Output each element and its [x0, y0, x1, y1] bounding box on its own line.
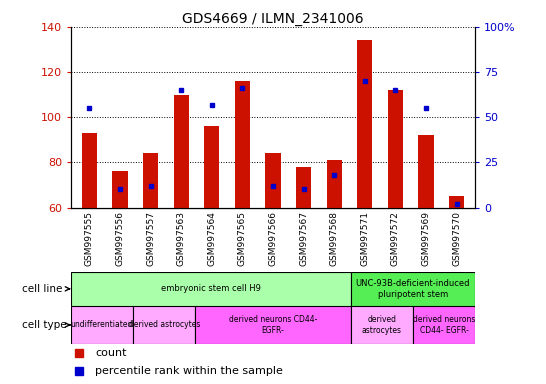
Text: derived
astrocytes: derived astrocytes [362, 315, 402, 335]
Text: GSM997572: GSM997572 [391, 211, 400, 266]
Bar [82, 133, 97, 207]
Bar [71, 306, 133, 344]
Text: derived neurons CD44-
EGFR-: derived neurons CD44- EGFR- [229, 315, 317, 335]
Bar [327, 160, 342, 207]
Text: GSM997567: GSM997567 [299, 211, 308, 266]
Text: undifferentiated: undifferentiated [71, 321, 133, 329]
Bar [204, 126, 219, 207]
Text: cell type: cell type [22, 320, 70, 330]
Bar [413, 306, 475, 344]
Bar [235, 81, 250, 207]
Bar [143, 153, 158, 207]
Text: GSM997557: GSM997557 [146, 211, 155, 266]
Bar [112, 171, 128, 207]
Text: embryonic stem cell H9: embryonic stem cell H9 [161, 284, 261, 293]
Bar [449, 196, 464, 207]
Text: GSM997565: GSM997565 [238, 211, 247, 266]
Text: GSM997568: GSM997568 [330, 211, 339, 266]
Text: GSM997555: GSM997555 [85, 211, 94, 266]
Bar [418, 135, 434, 207]
Bar [265, 153, 281, 207]
Text: GSM997566: GSM997566 [269, 211, 277, 266]
Text: count: count [95, 348, 127, 358]
Bar [174, 94, 189, 207]
Bar [388, 90, 403, 207]
Bar [351, 306, 413, 344]
Title: GDS4669 / ILMN_2341006: GDS4669 / ILMN_2341006 [182, 12, 364, 26]
Text: cell line: cell line [22, 284, 69, 294]
Text: GSM997570: GSM997570 [452, 211, 461, 266]
Text: percentile rank within the sample: percentile rank within the sample [95, 366, 283, 376]
Text: GSM997563: GSM997563 [177, 211, 186, 266]
Text: GSM997564: GSM997564 [207, 211, 216, 266]
Bar [133, 306, 195, 344]
Bar [351, 272, 475, 306]
Bar [357, 40, 372, 207]
Text: derived neurons
CD44- EGFR-: derived neurons CD44- EGFR- [413, 315, 475, 335]
Bar [71, 272, 351, 306]
Bar [195, 306, 351, 344]
Text: GSM997569: GSM997569 [422, 211, 431, 266]
Text: UNC-93B-deficient-induced
pluripotent stem: UNC-93B-deficient-induced pluripotent st… [355, 279, 470, 298]
Text: GSM997556: GSM997556 [115, 211, 124, 266]
Text: derived astrocytes: derived astrocytes [128, 321, 200, 329]
Bar [296, 167, 311, 207]
Text: GSM997571: GSM997571 [360, 211, 369, 266]
